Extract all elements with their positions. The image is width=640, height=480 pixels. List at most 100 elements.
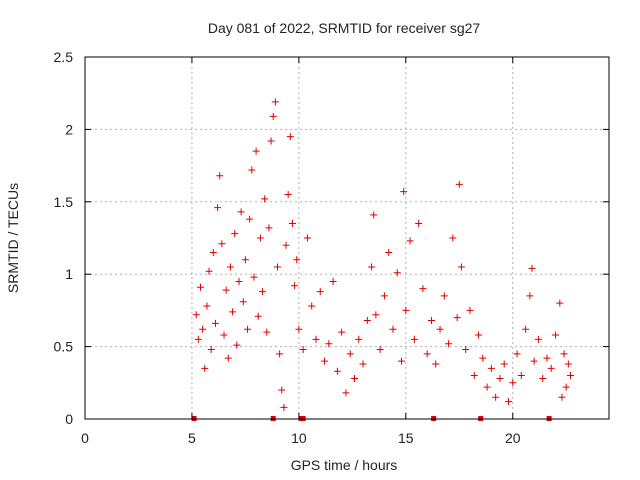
axis-ticks: 0 0.5 1 1.5 2 2.5 0 5 10 15 20 — [54, 49, 609, 446]
data-point — [239, 298, 247, 306]
data-point — [293, 256, 301, 264]
y-axis-label: SRMTID / TECUs — [5, 183, 21, 293]
data-point — [496, 374, 504, 382]
y-tick-label: 1 — [65, 266, 73, 282]
grid-lines — [85, 57, 609, 419]
data-point — [445, 340, 453, 348]
data-point — [509, 379, 517, 387]
data-point — [216, 172, 224, 180]
data-point — [406, 237, 414, 245]
data-point — [276, 350, 284, 358]
data-point — [229, 308, 237, 316]
y-tick-label: 2.5 — [54, 49, 74, 65]
data-point — [530, 357, 538, 365]
data-point — [329, 277, 337, 285]
x-tick-label: 15 — [398, 430, 414, 446]
data-point — [558, 393, 566, 401]
x-tick-label: 10 — [291, 430, 307, 446]
x-tick-label: 0 — [81, 430, 89, 446]
data-point — [282, 241, 290, 249]
data-point — [205, 267, 213, 275]
x-tick-label: 5 — [188, 430, 196, 446]
data-point — [308, 302, 316, 310]
data-point — [316, 288, 324, 296]
data-point — [400, 188, 408, 196]
data-point — [214, 204, 222, 212]
data-point — [564, 360, 572, 368]
data-point — [261, 195, 269, 203]
data-point — [237, 208, 245, 216]
data-point — [259, 288, 267, 296]
data-point — [233, 341, 241, 349]
data-point — [370, 211, 378, 219]
data-point — [241, 256, 249, 264]
data-point — [220, 331, 228, 339]
data-point — [280, 403, 288, 411]
data-point — [419, 285, 427, 293]
data-point — [288, 220, 296, 228]
data-point — [263, 328, 271, 336]
data-point — [368, 263, 376, 271]
data-point — [436, 325, 444, 333]
data-point — [192, 311, 200, 319]
data-point — [492, 393, 500, 401]
data-point — [222, 286, 230, 294]
data-point — [196, 283, 204, 291]
data-point — [284, 191, 292, 199]
data-point — [534, 335, 542, 343]
data-point — [246, 215, 254, 223]
data-point — [218, 240, 226, 248]
data-point — [342, 389, 350, 397]
data-point — [449, 234, 457, 242]
data-point — [194, 335, 202, 343]
y-tick-label: 2 — [65, 121, 73, 137]
chart-title: Day 081 of 2022, SRMTID for receiver sg2… — [208, 20, 481, 36]
data-point — [457, 263, 465, 271]
data-point — [475, 331, 483, 339]
data-point — [526, 292, 534, 300]
data-point — [500, 360, 508, 368]
data-point — [393, 269, 401, 277]
data-point — [303, 234, 311, 242]
data-point — [350, 374, 358, 382]
data-point — [199, 325, 207, 333]
data-point — [312, 335, 320, 343]
data-point — [346, 350, 354, 358]
data-point — [462, 345, 470, 353]
data-point — [355, 335, 363, 343]
data-point — [278, 386, 286, 394]
data-point — [479, 354, 487, 362]
data-point — [325, 340, 333, 348]
data-point — [543, 354, 551, 362]
data-point — [226, 263, 234, 271]
data-point — [423, 350, 431, 358]
data-point — [224, 354, 232, 362]
data-point — [389, 325, 397, 333]
data-points — [192, 98, 575, 411]
data-point — [231, 230, 239, 238]
data-point — [250, 273, 258, 281]
y-tick-label: 1.5 — [54, 194, 74, 210]
data-point — [273, 263, 281, 271]
data-point — [271, 98, 279, 106]
data-point — [385, 248, 393, 256]
data-point — [556, 299, 564, 307]
y-tick-label: 0.5 — [54, 339, 74, 355]
data-point — [267, 137, 275, 145]
data-point — [209, 248, 217, 256]
data-point — [552, 331, 560, 339]
data-point — [432, 360, 440, 368]
data-point — [295, 325, 303, 333]
data-point — [440, 292, 448, 300]
data-point — [547, 364, 555, 372]
data-point — [333, 367, 341, 375]
data-point — [483, 383, 491, 391]
data-point — [321, 357, 329, 365]
data-point — [453, 314, 461, 322]
data-point — [363, 317, 371, 325]
data-point — [528, 264, 536, 272]
data-point — [517, 372, 525, 380]
data-point — [567, 372, 575, 380]
data-point — [201, 364, 209, 372]
